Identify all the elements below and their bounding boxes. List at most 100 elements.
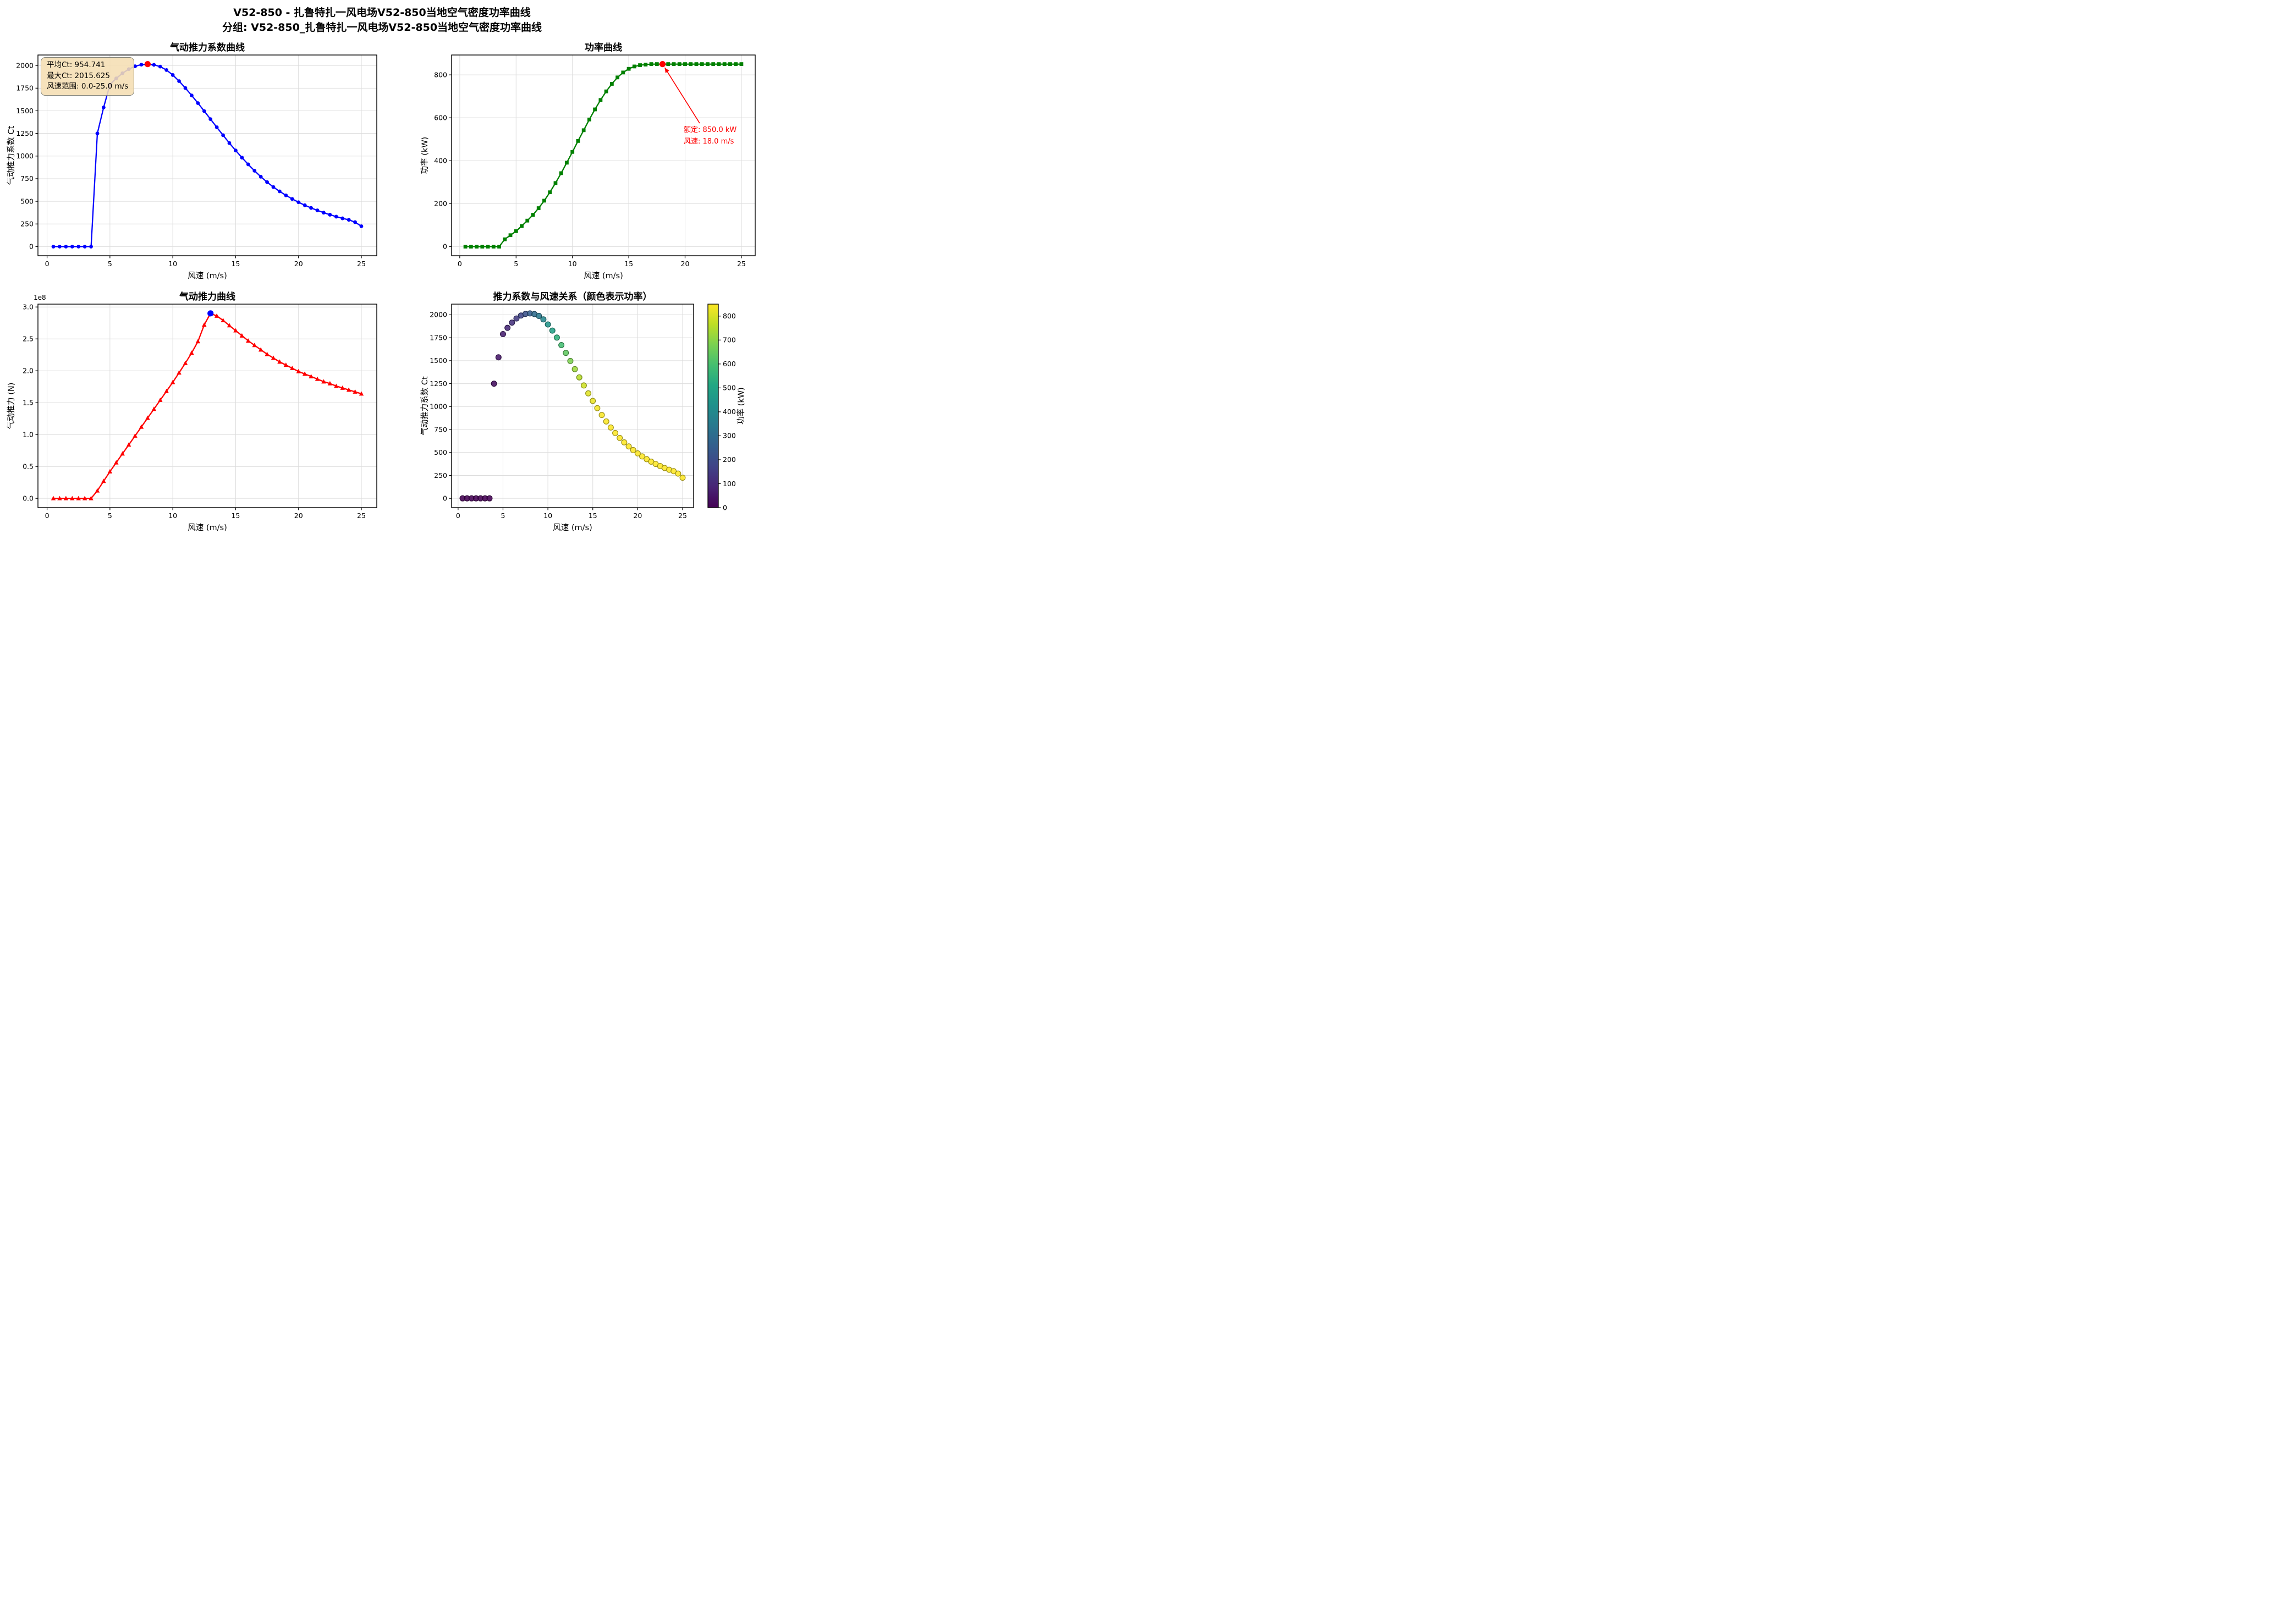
x-axis-label: 风速 (m/s) [188, 523, 227, 532]
panel-title-thrust-curve: 气动推力曲线 [179, 291, 235, 302]
scatter-point [513, 315, 520, 322]
axes-spines [37, 304, 377, 508]
scatter-point [499, 331, 506, 337]
scatter-point [644, 456, 650, 463]
highlight-point [659, 60, 666, 68]
svg-text:2000: 2000 [16, 61, 34, 69]
y-axis-label: 功率 (kW) [420, 137, 430, 174]
svg-text:800: 800 [723, 312, 736, 320]
scatter-point [590, 398, 596, 404]
figure: V52-850 - 扎鲁特扎一风电场V52-850当地空气密度功率曲线 分组: … [0, 0, 764, 541]
svg-text:250: 250 [434, 471, 447, 480]
svg-text:750: 750 [434, 425, 447, 433]
svg-text:15: 15 [231, 260, 240, 268]
colorbar: 0 100 200 300 400 500 600 700 800 功率 (kW) [707, 304, 746, 511]
x-axis-label: 风速 (m/s) [553, 523, 592, 532]
scatter-point [576, 374, 582, 381]
ct-coefficient-curve-chart: 0 5 10 15 20 25025050075010001250150017502000… [7, 54, 377, 280]
scatter-point [603, 418, 609, 425]
svg-text:300: 300 [723, 432, 736, 440]
grid-lines [38, 55, 377, 256]
svg-text:800: 800 [434, 70, 447, 79]
scatter-point [545, 321, 551, 328]
svg-text:0: 0 [443, 494, 447, 502]
highlight-point [207, 310, 214, 317]
rated-wind-line: 风速: 18.0 m/s [684, 137, 734, 146]
svg-text:0: 0 [443, 243, 447, 251]
svg-text:600: 600 [434, 113, 447, 122]
svg-text:2.0: 2.0 [23, 367, 34, 375]
x-axis-label: 风速 (m/s) [584, 271, 623, 280]
panel-title-scatter: 推力系数与风速关系（颜色表示功率） [493, 291, 652, 302]
svg-text:25: 25 [357, 511, 366, 520]
svg-text:1250: 1250 [16, 129, 34, 137]
svg-text:10: 10 [168, 511, 177, 520]
suptitle-line2: 分组: V52-850_扎鲁特扎一风电场V52-850当地空气密度功率曲线 [222, 21, 542, 34]
annotation-arrow [664, 67, 700, 124]
scatter-point [639, 453, 646, 460]
y-axis-label: 气动推力系数 Ct [7, 125, 16, 185]
axes-spines [37, 54, 377, 256]
svg-text:10: 10 [168, 260, 177, 268]
scatter-point [571, 366, 578, 372]
svg-text:5: 5 [108, 260, 112, 268]
svg-text:400: 400 [434, 157, 447, 165]
scatter-point [580, 382, 587, 389]
panel-title-ct-curve: 气动推力系数曲线 [170, 42, 245, 53]
scatter-point [558, 342, 565, 348]
svg-text:0.5: 0.5 [23, 462, 34, 470]
svg-text:5: 5 [514, 260, 518, 268]
svg-text:5: 5 [108, 511, 112, 520]
svg-text:15: 15 [231, 511, 240, 520]
suptitle-line1: V52-850 - 扎鲁特扎一风电场V52-850当地空气密度功率曲线 [233, 7, 531, 19]
series-markers [51, 311, 364, 500]
svg-text:2.5: 2.5 [23, 335, 34, 343]
x-axis-label: 风速 (m/s) [188, 271, 227, 280]
svg-text:200: 200 [434, 200, 447, 208]
svg-text:100: 100 [723, 480, 736, 488]
axes-spines [451, 54, 756, 256]
axis-offset-text: 1e8 [34, 294, 46, 301]
scatter-point [630, 447, 636, 453]
scatter-point [563, 350, 569, 356]
tick-labels: 0 5 10 15 20 25 0.0 0.5 1.0 1.5 2.0 2.5 3.0 [23, 303, 366, 520]
rated-power-annotation: 额定: 850.0 kW 风速: 18.0 m/s [684, 125, 736, 148]
scatter-point [625, 443, 632, 450]
scatter-point [549, 327, 556, 334]
svg-text:25: 25 [737, 260, 746, 268]
info-box-max-ct: 最大Ct: 2015.625 [47, 71, 110, 80]
svg-text:1000: 1000 [430, 403, 447, 411]
svg-text:20: 20 [681, 260, 690, 268]
scatter-point [491, 381, 497, 387]
svg-text:25: 25 [357, 260, 366, 268]
scatter-point [679, 475, 686, 481]
grid-lines [452, 55, 755, 256]
svg-text:1750: 1750 [430, 333, 447, 342]
svg-text:700: 700 [723, 336, 736, 344]
svg-text:0: 0 [29, 243, 34, 251]
scatter-point [607, 424, 614, 431]
svg-text:3.0: 3.0 [23, 303, 34, 311]
scatter-points [459, 310, 686, 502]
svg-text:400: 400 [723, 408, 736, 416]
power-curve-chart: 0 5 10 15 20 25 0 200 400 600 800 风速 (m/s) 功率 (kW) [420, 54, 756, 280]
axes-spines [451, 304, 694, 508]
svg-text:15: 15 [624, 260, 633, 268]
svg-text:250: 250 [20, 220, 34, 228]
charts-canvas: 0 5 10 15 20 25025050075010001250150017502000… [7, 54, 756, 532]
ct-stats-info-box: 平均Ct: 954.741 最大Ct: 2015.625 风速范围: 0.0-2… [41, 57, 135, 96]
svg-text:20: 20 [294, 511, 303, 520]
scatter-point [495, 354, 502, 361]
svg-text:20: 20 [294, 260, 303, 268]
svg-text:20: 20 [633, 511, 642, 520]
svg-text:500: 500 [20, 197, 34, 205]
svg-text:0: 0 [45, 511, 50, 520]
scatter-point [594, 405, 601, 411]
scatter-point [612, 430, 619, 436]
svg-text:0: 0 [456, 511, 460, 520]
grid-lines [38, 304, 377, 508]
svg-text:25: 25 [678, 511, 687, 520]
svg-text:15: 15 [589, 511, 597, 520]
scatter-point [634, 450, 641, 456]
